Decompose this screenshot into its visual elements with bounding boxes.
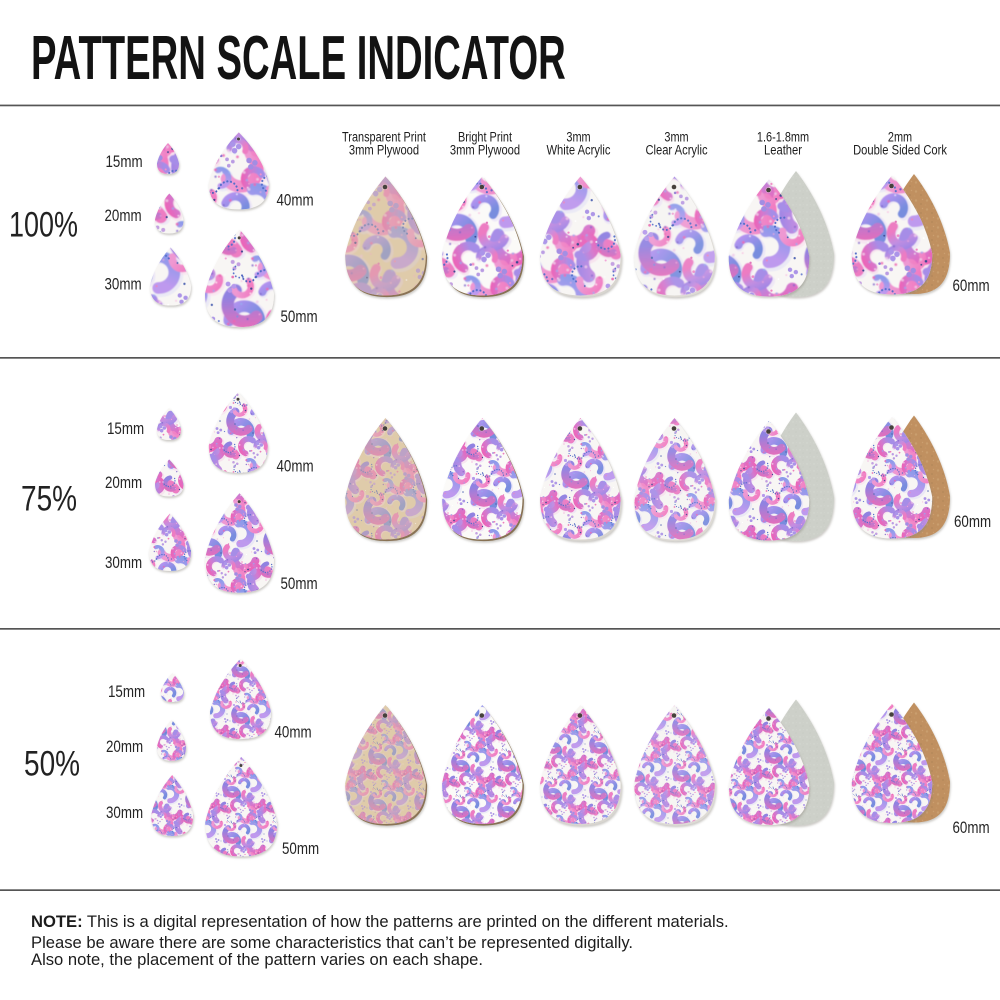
svg-text:3mm: 3mm: [664, 129, 688, 145]
svg-text:50mm: 50mm: [281, 308, 318, 327]
svg-text:2mm: 2mm: [888, 129, 912, 145]
svg-text:30mm: 30mm: [105, 275, 142, 294]
svg-text:3mm Plywood: 3mm Plywood: [349, 142, 419, 157]
svg-text:NOTE: This is a digital repres: NOTE: This is a digital representation o…: [31, 912, 729, 931]
svg-text:Please be aware there are some: Please be aware there are some character…: [31, 933, 633, 952]
svg-text:15mm: 15mm: [107, 420, 144, 439]
svg-text:PATTERN SCALE INDICATOR: PATTERN SCALE INDICATOR: [31, 22, 566, 92]
svg-text:20mm: 20mm: [106, 738, 143, 757]
svg-text:15mm: 15mm: [106, 153, 143, 172]
svg-text:30mm: 30mm: [106, 804, 143, 823]
svg-text:Bright Print: Bright Print: [458, 129, 512, 145]
svg-text:Transparent Print: Transparent Print: [342, 129, 426, 145]
svg-text:50mm: 50mm: [281, 575, 318, 594]
svg-text:15mm: 15mm: [108, 683, 145, 702]
svg-text:30mm: 30mm: [105, 554, 142, 573]
svg-text:60mm: 60mm: [953, 819, 990, 838]
svg-text:75%: 75%: [21, 478, 77, 518]
svg-text:100%: 100%: [9, 205, 78, 244]
svg-text:50mm: 50mm: [282, 840, 319, 859]
svg-text:Also note, the placement of th: Also note, the placement of the pattern …: [31, 950, 483, 969]
svg-text:1.6-1.8mm: 1.6-1.8mm: [757, 129, 809, 145]
svg-text:60mm: 60mm: [953, 277, 990, 296]
svg-text:60mm: 60mm: [954, 513, 991, 532]
svg-text:Double Sided Cork: Double Sided Cork: [853, 142, 947, 157]
svg-text:40mm: 40mm: [277, 457, 314, 476]
svg-text:White Acrylic: White Acrylic: [547, 142, 611, 157]
svg-text:3mm Plywood: 3mm Plywood: [450, 142, 520, 157]
svg-text:Leather: Leather: [764, 142, 802, 157]
svg-text:20mm: 20mm: [105, 207, 142, 226]
svg-text:50%: 50%: [24, 743, 80, 783]
svg-text:40mm: 40mm: [275, 723, 312, 742]
svg-text:40mm: 40mm: [277, 191, 314, 210]
svg-text:3mm: 3mm: [566, 129, 590, 145]
svg-text:Clear Acrylic: Clear Acrylic: [645, 142, 707, 157]
svg-text:20mm: 20mm: [105, 474, 142, 493]
